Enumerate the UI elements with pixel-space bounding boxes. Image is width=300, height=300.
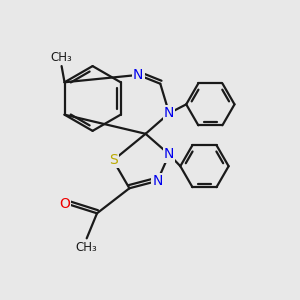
Text: S: S [109, 153, 118, 167]
Text: O: O [59, 197, 70, 212]
Text: N: N [152, 174, 163, 188]
Text: N: N [164, 147, 174, 161]
Text: CH₃: CH₃ [76, 241, 98, 254]
Text: N: N [133, 68, 143, 82]
Text: N: N [164, 106, 174, 120]
Text: CH₃: CH₃ [51, 51, 73, 64]
